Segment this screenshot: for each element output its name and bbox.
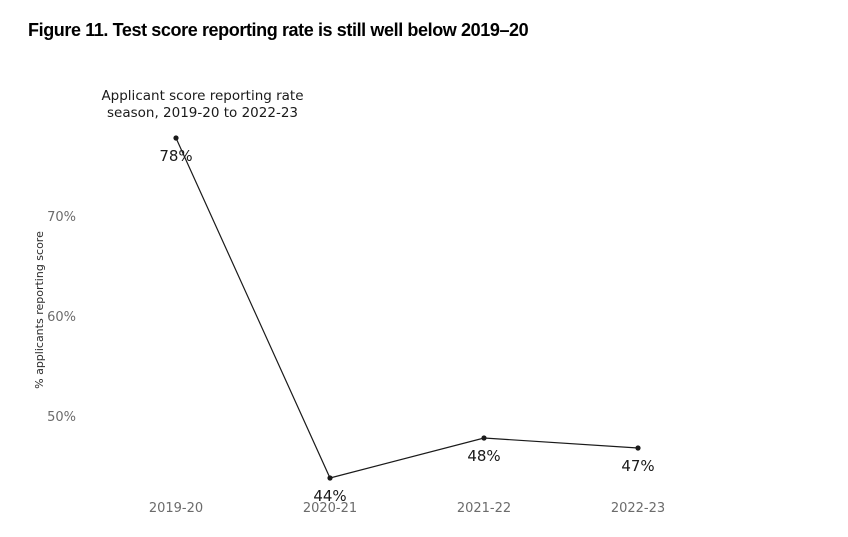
y-tick-label: 60% <box>47 310 76 325</box>
x-tick-label: 2021-22 <box>456 501 512 516</box>
point-value-label: 44% <box>313 487 347 505</box>
chart-title: Applicant score reporting rate season, 2… <box>60 88 345 122</box>
chart-title-line-1: Applicant score reporting rate <box>101 88 304 104</box>
x-tick-label: 2019-20 <box>148 501 204 516</box>
x-tick-label: 2022-23 <box>610 501 666 516</box>
point-value-label: 78% <box>159 147 193 165</box>
point-value-label: 48% <box>467 447 501 465</box>
figure-title: Figure 11. Test score reporting rate is … <box>28 20 529 40</box>
y-tick-label: 50% <box>47 410 76 425</box>
y-tick-label: 70% <box>47 210 76 225</box>
chart-title-line-2: season, 2019-20 to 2022-23 <box>107 105 298 121</box>
data-point <box>327 475 333 481</box>
series-line <box>175 137 639 479</box>
x-tick-label: 2020-21 <box>302 501 358 516</box>
data-point <box>481 435 487 441</box>
data-point <box>635 445 641 451</box>
data-point <box>173 135 179 141</box>
point-value-label: 47% <box>621 457 655 475</box>
